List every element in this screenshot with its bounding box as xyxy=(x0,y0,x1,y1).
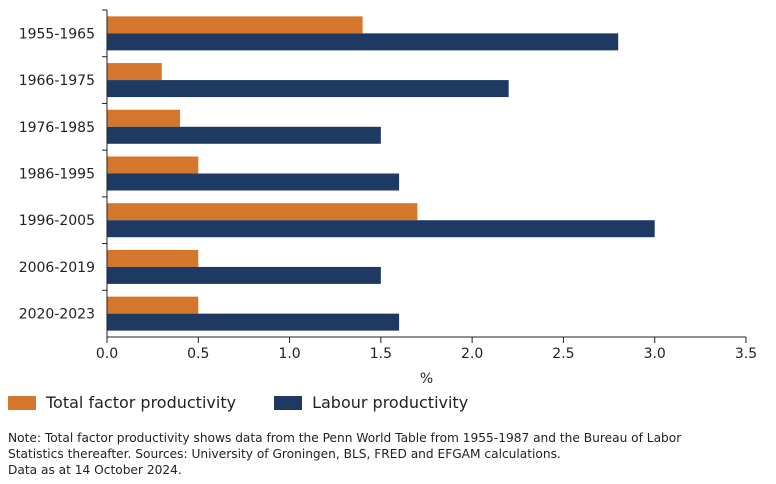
x-tick-label: 0.0 xyxy=(96,346,118,362)
category-label: 2020-2023 xyxy=(19,307,95,323)
bar-labour-1966-1975 xyxy=(107,80,509,98)
bar-tfp-2020-2023 xyxy=(107,296,199,314)
x-tick-label: 2.0 xyxy=(461,346,483,362)
category-label: 1976-1985 xyxy=(19,120,95,136)
legend-swatch-labour xyxy=(274,395,303,410)
legend-item-tfp: Total factor productivity xyxy=(8,393,236,412)
bar-labour-1976-1985 xyxy=(107,126,381,144)
bar-tfp-1986-1995 xyxy=(107,156,199,174)
source-note: Note: Total factor productivity shows da… xyxy=(8,430,770,478)
bar-labour-1955-1965 xyxy=(107,33,619,51)
legend-label-tfp: Total factor productivity xyxy=(46,393,237,412)
legend: Total factor productivity Labour product… xyxy=(8,393,506,412)
bar-labour-2020-2023 xyxy=(107,313,400,331)
bars-group xyxy=(107,16,655,331)
bar-labour-1986-1995 xyxy=(107,173,400,191)
bar-tfp-1955-1965 xyxy=(107,16,363,34)
category-label: 2006-2019 xyxy=(19,260,95,276)
bar-labour-2006-2019 xyxy=(107,266,381,284)
category-label: 1996-2005 xyxy=(19,213,95,229)
category-label: 1955-1965 xyxy=(19,26,95,42)
legend-item-labour: Labour productivity xyxy=(274,393,468,412)
bar-chart: 1955-1965 1966-1975 1976-1985 1986-1995 1996… xyxy=(19,9,757,384)
bar-tfp-2006-2019 xyxy=(107,249,199,267)
bar-tfp-1966-1975 xyxy=(107,63,162,81)
bar-tfp-1976-1985 xyxy=(107,109,181,127)
x-tick-label: 0.5 xyxy=(187,346,209,362)
bar-tfp-1996-2005 xyxy=(107,203,418,221)
x-tick-label: 1.5 xyxy=(370,346,392,362)
bar-labour-1996-2005 xyxy=(107,220,655,238)
x-axis-label: % xyxy=(420,371,433,384)
note-line-1: Note: Total factor productivity shows da… xyxy=(8,431,682,445)
category-label: 1966-1975 xyxy=(19,73,95,89)
x-tick-label: 2.5 xyxy=(552,346,574,362)
note-line-2: Statistics thereafter. Sources: Universi… xyxy=(8,447,561,461)
legend-swatch-tfp xyxy=(8,395,36,410)
legend-label-labour: Labour productivity xyxy=(312,393,469,412)
x-tick-label: 3.0 xyxy=(644,346,666,362)
x-tick-label: 3.5 xyxy=(735,346,757,362)
category-labels: 1955-1965 1966-1975 1976-1985 1986-1995 1996… xyxy=(19,26,95,322)
category-label: 1986-1995 xyxy=(19,167,95,183)
x-axis: 0.0 0.5 1.0 1.5 2.0 2.5 3.0 3.5 xyxy=(96,9,757,362)
note-line-3: Data as at 14 October 2024. xyxy=(8,463,182,477)
x-tick-label: 1.0 xyxy=(278,346,300,362)
